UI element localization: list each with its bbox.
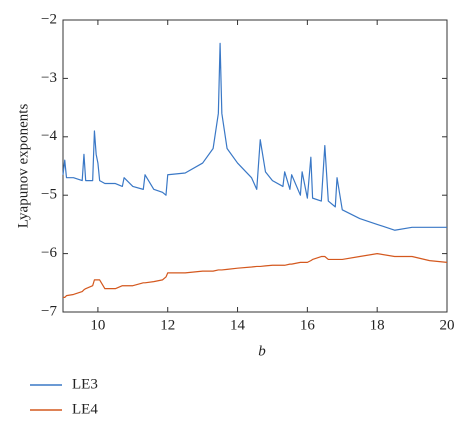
- plot-frame: [62, 19, 448, 313]
- x-tick-label: 14: [230, 317, 246, 333]
- y-tick-label: −7: [41, 303, 57, 319]
- legend-label: LE4: [72, 401, 98, 417]
- x-tick-label: 18: [370, 317, 385, 333]
- x-tick-label: 12: [160, 317, 175, 333]
- y-tick-label: −4: [41, 128, 57, 144]
- data-line: [63, 253, 448, 298]
- x-tick-label: 10: [90, 317, 105, 333]
- x-tick-label: 16: [300, 317, 316, 333]
- data-line: [62, 42, 447, 231]
- legend-label: LE3: [72, 376, 98, 392]
- y-axis-label: Lyapunov exponents: [15, 104, 31, 229]
- y-tick-label: −2: [41, 11, 57, 27]
- x-tick-label: 20: [440, 317, 455, 333]
- x-axis-label: b: [258, 343, 266, 359]
- y-tick-label: −6: [41, 245, 57, 261]
- y-tick-label: −5: [41, 187, 57, 203]
- y-tick-label: −3: [41, 70, 57, 86]
